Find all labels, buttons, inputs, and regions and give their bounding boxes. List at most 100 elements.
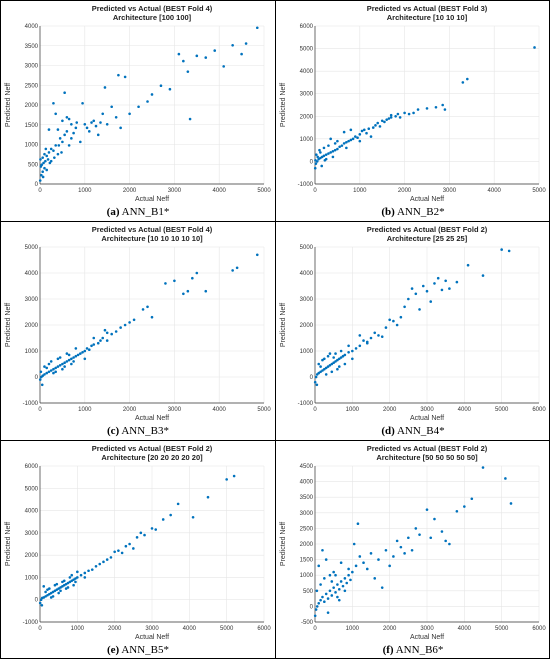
chart-2-xtick-label: 1000: [78, 407, 92, 413]
chart-0-point: [58, 137, 62, 140]
chart-0-point: [75, 121, 79, 124]
caption-letter-d: (d): [381, 425, 395, 437]
chart-0-point: [61, 140, 64, 144]
caption-letter-f: (f): [382, 644, 394, 656]
chart-4-point: [42, 585, 46, 588]
chart-5-title: Predicted vs Actual (BEST Fold 2): [367, 444, 488, 453]
chart-3-ytick-label: 3000: [300, 297, 314, 303]
chart-5-point: [337, 587, 341, 591]
chart-4-xtick-label: 6000: [257, 626, 271, 632]
chart-1-point: [380, 119, 384, 123]
chart-2-point: [146, 305, 149, 309]
chart-panel-d: Predicted vs Actual (BEST Fold 2)Archite…: [280, 225, 546, 422]
chart-3-point: [330, 362, 334, 366]
chart-2-xtick-label: 0: [38, 407, 42, 413]
chart-4-point: [51, 590, 55, 594]
chart-4-point: [72, 583, 75, 587]
chart-1-ytick-label: 6000: [300, 24, 314, 30]
chart-1-point: [387, 117, 391, 120]
chart-0-point: [204, 56, 208, 59]
chart-5-point: [328, 589, 332, 593]
chart-5-point: [321, 548, 324, 552]
chart-1-point: [416, 108, 420, 111]
chart-3-point: [362, 339, 365, 342]
chart-4-point: [53, 583, 57, 587]
chart-2-point: [45, 366, 49, 370]
chart-3-point: [380, 335, 384, 338]
chart-1-ytick-label: 3000: [300, 92, 314, 98]
chart-1-point: [389, 113, 393, 117]
chart-3-point: [339, 356, 343, 359]
chart-panel-b: Predicted vs Actual (BEST Fold 3)Archite…: [280, 4, 546, 203]
chart-4-point: [135, 536, 139, 539]
chart-2-point: [38, 378, 42, 381]
caption-f: (f) ANN_B6*: [278, 644, 548, 656]
caption-a: (a) ANN_B1*: [3, 206, 273, 218]
chart-2-point: [132, 318, 136, 322]
chart-0-point: [41, 156, 44, 159]
chart-3-point: [341, 354, 345, 358]
chart-4-point: [169, 513, 172, 517]
chart-4-subtitle: Architecture [20 20 20 20 20]: [101, 453, 203, 462]
chart-3-point: [425, 289, 429, 293]
chart-0-ytick-label: 2000: [25, 103, 39, 109]
chart-1-point: [466, 77, 469, 81]
chart-5-xtick-label: 6000: [532, 626, 546, 632]
chart-3-point: [324, 373, 328, 376]
chart-1-point: [322, 146, 326, 150]
chart-1-point: [407, 112, 411, 116]
chart-2-point: [41, 374, 44, 377]
chart-5-point: [358, 555, 362, 558]
chart-2-point: [58, 356, 62, 359]
chart-5-point: [332, 586, 335, 589]
chart-4-point: [40, 603, 44, 607]
chart-0-point: [70, 137, 73, 140]
chart-1-xtick-label: 4000: [488, 188, 502, 194]
chart-5-ytick-label: 500: [303, 589, 314, 595]
chart-3-point: [332, 356, 335, 359]
chart-3-xtick-label: 3000: [420, 407, 434, 413]
chart-4-ytick-label: 2000: [25, 553, 39, 559]
chart-2-point: [128, 321, 131, 324]
chart-1-point: [320, 164, 324, 168]
caption-name-e: ANN_B5*: [121, 644, 170, 656]
chart-5-point: [323, 600, 326, 604]
chart-2-point: [65, 352, 69, 355]
chart-4-point: [70, 579, 74, 583]
chart-panel-a: Predicted vs Actual (BEST Fold 4)Archite…: [5, 4, 271, 203]
chart-4-point: [83, 571, 87, 575]
chart-3-point: [334, 352, 337, 355]
chart-3-point: [336, 367, 339, 371]
chart-5-point: [339, 561, 343, 565]
chart-0-point: [45, 168, 49, 172]
chart-4-xtick-label: 3000: [145, 626, 159, 632]
caption-d: (d) ANN_B4*: [278, 425, 548, 437]
chart-4-point: [61, 580, 64, 584]
chart-0-point: [159, 84, 163, 87]
chart-3-point: [330, 370, 334, 374]
chart-4-point: [55, 588, 59, 591]
chart-4-point: [57, 587, 60, 590]
chart-5-point: [317, 601, 321, 605]
chart-0-xtick-label: 0: [38, 188, 42, 194]
chart-3-point: [317, 371, 321, 375]
chart-3-xtick-label: 6000: [532, 407, 546, 413]
chart-0-xtick-label: 3000: [168, 188, 182, 194]
chart-4-point: [139, 531, 143, 535]
chart-2-point: [47, 370, 51, 374]
chart-3-point: [369, 336, 373, 340]
chart-2-point: [150, 315, 154, 319]
chart-0-point: [79, 140, 82, 144]
chart-2-point: [173, 279, 176, 283]
chart-3-point: [323, 367, 326, 371]
chart-2-point: [110, 332, 113, 336]
chart-5-point: [399, 545, 403, 549]
chart-3-point: [323, 357, 326, 361]
chart-3-point: [444, 279, 447, 283]
chart-3-point: [317, 362, 321, 366]
chart-4-point: [61, 585, 64, 588]
chart-2-point: [43, 365, 46, 368]
chart-1-subtitle: Architecture [10 10 10]: [387, 13, 468, 22]
chart-2-xtick-label: 4000: [213, 407, 227, 413]
